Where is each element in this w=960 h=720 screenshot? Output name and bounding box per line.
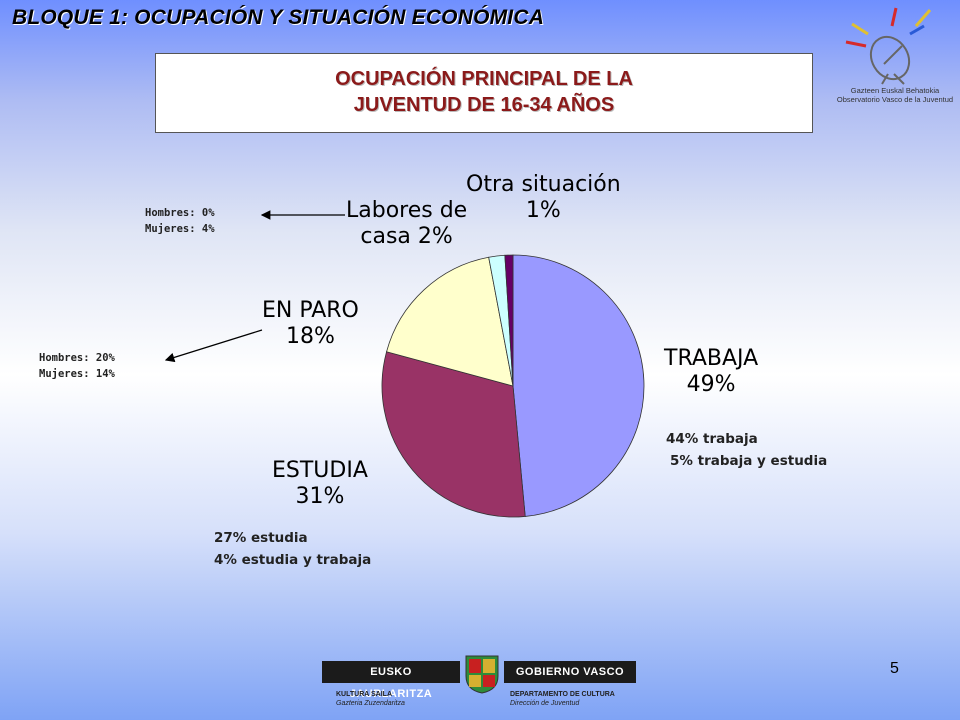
en-paro-gender-note: Hombres: 20% Mujeres: 14% — [39, 350, 115, 382]
pie-slice-otra-situaci-n — [504, 254, 514, 387]
trabaja-label: TRABAJA 49% — [664, 346, 758, 398]
pie-slice-estudia — [381, 351, 526, 518]
footer-right-sub2: Dirección de Juventud — [510, 700, 580, 707]
labores-hombres: Hombres: 0% — [145, 207, 215, 219]
pie-slice-trabaja — [512, 254, 645, 517]
coat-of-arms-icon — [465, 655, 499, 694]
footer-right-sub1: DEPARTAMENTO DE CULTURA — [510, 691, 615, 698]
labores-mujeres: Mujeres: 4% — [145, 223, 215, 235]
observatory-logo-text: Gazteen Euskal Behatokia Observatorio Va… — [832, 86, 958, 104]
pie-slice-en-paro — [386, 256, 514, 387]
trabaja-breakdown: 44% trabaja 5% trabaja y estudia — [666, 428, 827, 472]
trabaja-name: TRABAJA — [664, 346, 759, 371]
page-number: 5 — [890, 660, 899, 677]
estudia-breakdown-2: 4% estudia y trabaja — [214, 552, 372, 568]
pie-slices — [381, 254, 645, 518]
footer-right-label: GOBIERNO VASCO — [504, 661, 636, 683]
labores-name: Labores de — [346, 198, 468, 223]
otra-situacion-label: Otra situación 1% — [466, 172, 621, 224]
en-paro-value: 18% — [285, 324, 335, 349]
estudia-breakdown-1: 27% estudia — [214, 530, 308, 546]
logo-text-line1: Gazteen Euskal Behatokia — [850, 86, 940, 95]
footer-left-label: EUSKO JAURLARITZA — [322, 661, 460, 700]
en-paro-arrow — [164, 329, 263, 363]
labores-gender-note: Hombres: 0% Mujeres: 4% — [145, 205, 215, 237]
en-paro-mujeres: Mujeres: 14% — [39, 368, 115, 380]
otra-situacion-value: 1% — [525, 198, 561, 223]
labores-label: Labores de casa 2% — [346, 198, 467, 250]
slide-title: BLOQUE 1: OCUPACIÓN Y SITUACIÓN ECONÓMIC… — [12, 6, 545, 29]
estudia-label: ESTUDIA 31% — [272, 458, 368, 510]
estudia-breakdown: 27% estudia 4% estudia y trabaja — [214, 527, 371, 571]
chart-title-line2: JUVENTUD DE 16-34 AÑOS — [353, 94, 615, 116]
footer-left-sub2: Gazteria Zuzendaritza — [336, 700, 405, 707]
estudia-value: 31% — [295, 484, 345, 509]
chart-title-box: OCUPACIÓN PRINCIPAL DE LA JUVENTUD DE 16… — [155, 53, 813, 133]
footer-left-sub1: KULTURA SAILA — [336, 691, 392, 698]
logo-text-line2: Observatorio Vasco de la Juventud — [836, 95, 954, 104]
chart-title-line1: OCUPACIÓN PRINCIPAL DE LA — [335, 68, 633, 90]
observatory-logo-icon — [845, 7, 932, 85]
labores-value: casa 2% — [360, 224, 453, 249]
en-paro-label: EN PARO 18% — [262, 298, 359, 350]
annotation-arrows — [164, 210, 345, 363]
otra-situacion-name: Otra situación — [466, 172, 621, 197]
en-paro-name: EN PARO — [262, 298, 359, 323]
footer-left-sub: KULTURA SAILA Gazteria Zuzendaritza — [336, 690, 405, 708]
estudia-name: ESTUDIA — [272, 458, 368, 483]
trabaja-breakdown-2: 5% trabaja y estudia — [670, 453, 828, 469]
en-paro-hombres: Hombres: 20% — [39, 352, 115, 364]
footer-gov-bar: EUSKO JAURLARITZA GOBIERNO VASCO — [322, 655, 636, 700]
footer-right-sub: DEPARTAMENTO DE CULTURA Dirección de Juv… — [510, 690, 615, 708]
trabaja-value: 49% — [686, 372, 736, 397]
trabaja-breakdown-1: 44% trabaja — [666, 431, 758, 447]
